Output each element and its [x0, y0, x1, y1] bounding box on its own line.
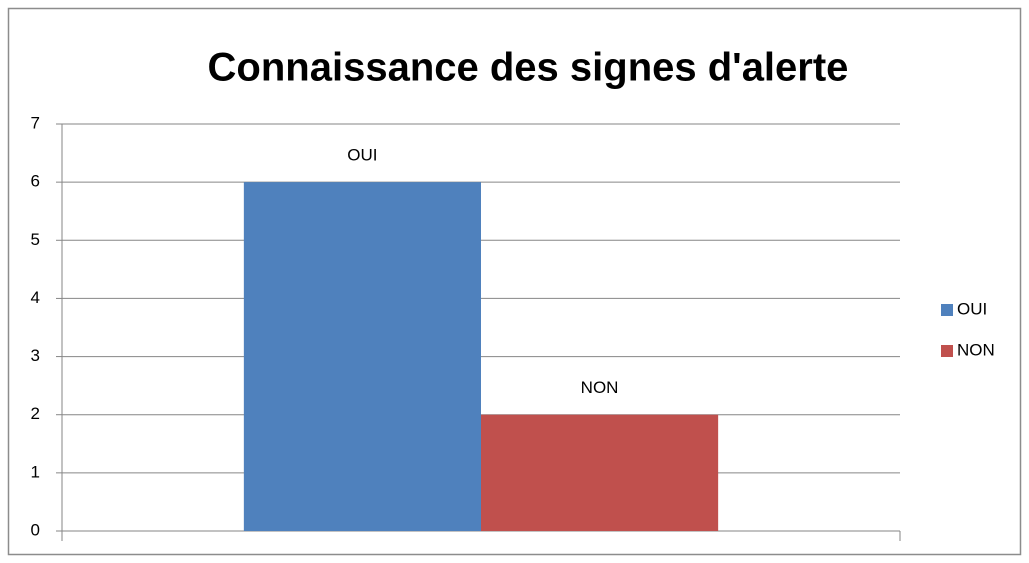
y-tick-label: 3	[31, 346, 40, 365]
y-tick-label: 0	[31, 520, 40, 539]
chart-title: Connaissance des signes d'alerte	[208, 46, 849, 90]
y-tick-label: 5	[31, 230, 40, 249]
y-tick-label: 7	[31, 113, 40, 132]
y-tick-label: 4	[31, 288, 40, 307]
data-label: OUI	[347, 146, 377, 165]
data-label: NON	[581, 378, 619, 397]
legend-label: OUI	[957, 299, 987, 318]
legend-swatch	[941, 345, 953, 357]
y-tick-label: 1	[31, 462, 40, 481]
y-tick-label: 2	[31, 404, 40, 423]
legend-label: NON	[957, 340, 995, 359]
bar	[481, 414, 719, 531]
bar	[243, 182, 481, 531]
y-tick-label: 6	[31, 172, 40, 191]
legend-swatch	[941, 304, 953, 316]
